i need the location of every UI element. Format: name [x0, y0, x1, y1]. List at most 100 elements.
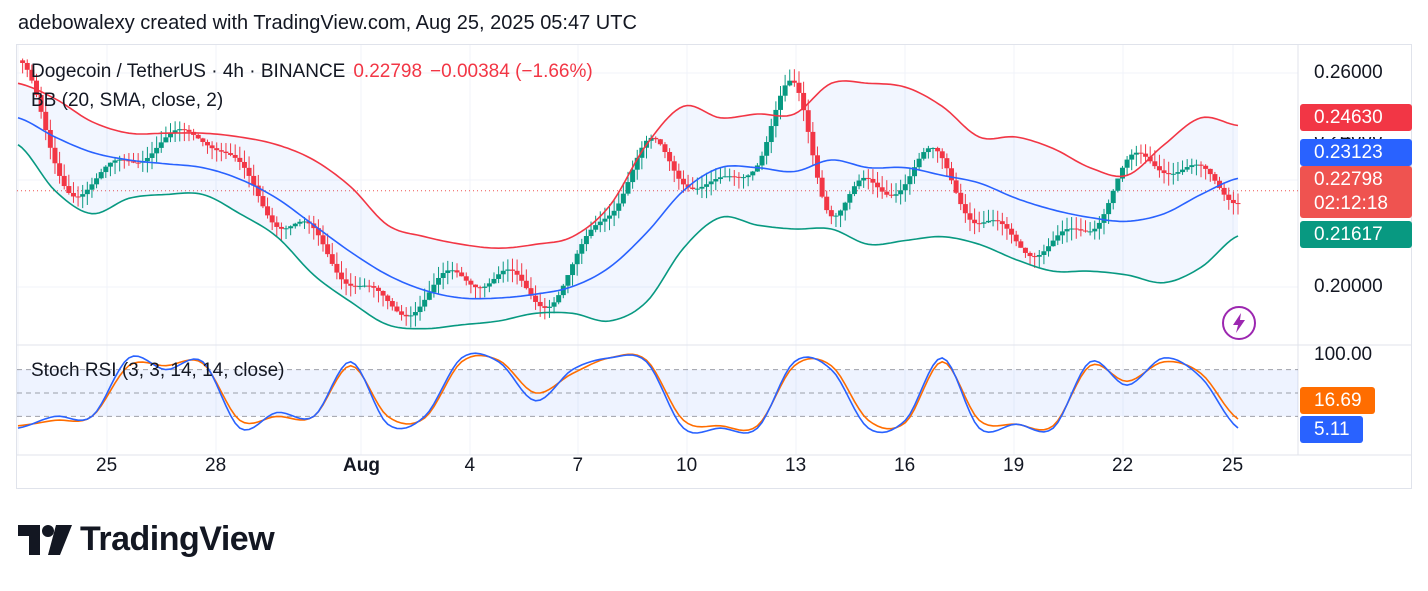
candle-body	[491, 278, 497, 284]
candle-body	[838, 210, 844, 216]
candle-body	[810, 131, 816, 156]
tradingview-logo-icon	[18, 524, 72, 555]
candle-body	[750, 171, 756, 176]
candle-body	[1217, 180, 1223, 188]
candle-body	[1059, 231, 1065, 236]
candle-body	[884, 191, 890, 195]
candle-body	[722, 176, 728, 178]
candle-body	[1004, 224, 1010, 229]
candle-body	[1133, 152, 1139, 155]
candle-body	[385, 295, 391, 302]
symbol-title[interactable]: Dogecoin / TetherUS · 4h · BINANCE	[31, 61, 346, 82]
candle-body	[574, 253, 580, 265]
candle-body	[131, 161, 137, 163]
candle-body	[930, 147, 936, 149]
candle-body	[70, 192, 76, 197]
candle-body	[57, 163, 63, 176]
candle-body	[218, 150, 224, 152]
candlestick-series	[20, 58, 1241, 328]
tradingview-logo-text: TradingView	[80, 520, 275, 558]
candle-body	[745, 175, 751, 178]
candle-body	[209, 145, 215, 149]
candle-body	[990, 220, 996, 222]
candle-body	[325, 244, 331, 255]
candle-body	[1143, 153, 1149, 157]
candle-body	[1083, 230, 1088, 232]
candle-body	[371, 286, 377, 288]
tradingview-logo[interactable]: TradingView	[18, 520, 275, 559]
bb-indicator-legend[interactable]: BB (20, SMA, close, 2)	[31, 90, 224, 111]
time-label: 16	[894, 455, 916, 476]
candle-body	[80, 194, 86, 197]
candle-body	[565, 275, 571, 286]
candle-body	[1087, 231, 1093, 233]
candle-body	[560, 285, 566, 296]
lightning-icon[interactable]	[1221, 305, 1257, 341]
candle-body	[117, 159, 123, 161]
candle-body	[898, 190, 904, 195]
candle-body	[953, 180, 959, 193]
candle-body	[593, 225, 599, 230]
candle-body	[870, 178, 876, 183]
candle-body	[135, 162, 141, 164]
stoch-k-tag: 5.11	[1300, 416, 1363, 443]
chart-frame	[16, 44, 1412, 489]
last-price-value: 0.22798	[353, 61, 423, 82]
candle-body	[1129, 154, 1135, 160]
candle-body	[288, 226, 294, 229]
candle-body	[842, 202, 848, 211]
candle-body	[255, 185, 261, 197]
candle-body	[865, 177, 871, 179]
candle-body	[1009, 228, 1015, 235]
candle-body	[1078, 229, 1084, 231]
candle-body	[1018, 241, 1024, 248]
candle-body	[995, 220, 1001, 222]
candle-body	[29, 69, 35, 81]
candle-body	[1073, 228, 1079, 230]
candle-body	[1092, 228, 1098, 232]
candle-body	[260, 196, 266, 207]
candle-body	[653, 137, 659, 140]
candle-body	[445, 270, 451, 274]
candle-body	[431, 284, 437, 293]
bollinger-band-fill	[18, 80, 1238, 329]
candle-body	[112, 160, 118, 163]
candle-body	[1235, 203, 1241, 205]
candle-body	[338, 272, 344, 280]
candle-body	[662, 144, 668, 153]
candle-body	[89, 184, 95, 190]
candle-body	[482, 286, 488, 288]
candle-body	[805, 110, 811, 132]
candle-body	[528, 288, 534, 296]
candle-body	[925, 148, 931, 153]
price-label-026: 0.26000	[1314, 62, 1383, 83]
candle-body	[459, 272, 465, 277]
candle-body	[537, 301, 543, 307]
candle-body	[893, 194, 899, 196]
candle-body	[875, 182, 881, 188]
candle-body	[1032, 256, 1038, 258]
candle-body	[107, 162, 113, 167]
bb-lower-price-tag: 0.21617	[1300, 221, 1412, 248]
candle-body	[667, 152, 673, 162]
candle-body	[851, 186, 857, 195]
candle-body	[320, 235, 326, 245]
candle-body	[967, 213, 973, 220]
stoch-rsi-indicator-legend[interactable]: Stoch RSI (3, 3, 14, 14, close)	[31, 360, 285, 381]
candle-body	[962, 204, 968, 214]
candle-body	[676, 170, 682, 179]
candle-body	[699, 186, 705, 189]
candle-body	[468, 280, 474, 285]
candle-body	[94, 178, 100, 185]
candle-body	[389, 301, 395, 307]
candle-body	[597, 221, 603, 226]
candle-body	[1041, 251, 1047, 255]
candle-body	[500, 270, 506, 275]
candle-body	[408, 315, 414, 317]
candle-body	[144, 157, 150, 162]
candle-body	[579, 244, 585, 254]
candle-body	[888, 194, 894, 196]
candle-body	[1198, 164, 1204, 166]
candle-body	[713, 179, 719, 182]
